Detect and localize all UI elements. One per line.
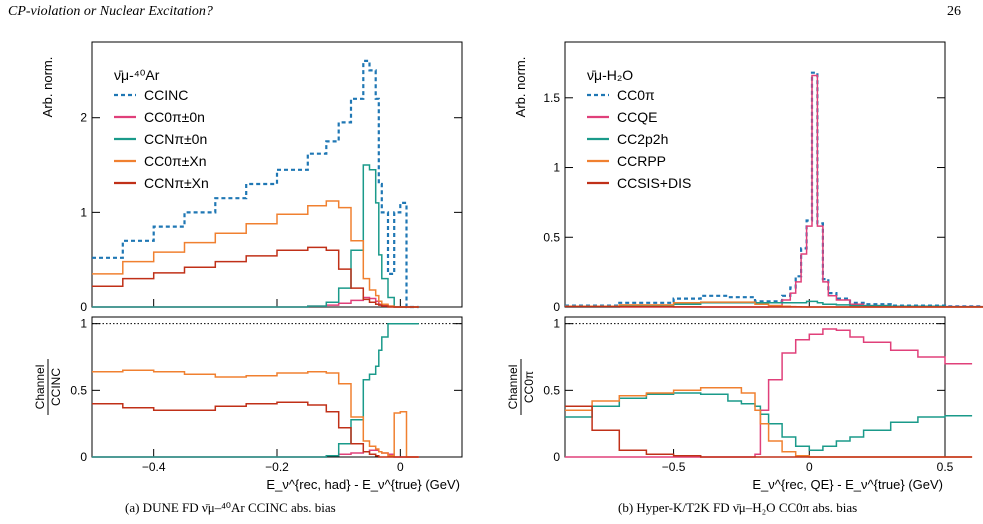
legend-entry-label: CC0π (617, 87, 655, 103)
y-axis-label-numerator: Channel (506, 365, 520, 410)
y-axis-label: Channel CCINC (33, 359, 63, 415)
series-line-ccn-xn (92, 246, 419, 308)
series-line-cc0-xn (92, 369, 419, 458)
y-tick-label: 2 (80, 111, 87, 125)
y-axis-label-denominator: CC0π (522, 371, 536, 403)
series-line-ccsis-dis (565, 405, 973, 458)
y-axis-label: Channel CC0π (506, 359, 536, 415)
y-tick-label: 1 (553, 317, 560, 331)
x-tick-label: −0.2 (265, 460, 289, 474)
y-tick-label: 1 (553, 161, 560, 175)
y-axis-label: Arb. norm. (513, 57, 528, 118)
legend-title: ν̄μ-H₂O (587, 67, 633, 83)
series-line-ccn-xn (92, 401, 419, 458)
x-tick-label: −0.5 (662, 460, 686, 474)
panel-right-top: 0 0.5 1 1.5 Arb. norm. ν̄μ-H₂O CC0π CCQE CC2p2h C… (513, 41, 983, 314)
y-tick-label: 0 (553, 450, 560, 464)
x-tick-label: −0.4 (142, 460, 166, 474)
y-tick-label: 1 (80, 317, 87, 331)
caption-b: (b) Hyper-K/T2K FD ν̄μ–H₂O CC0π abs. bia… (618, 500, 858, 515)
y-axis-label-numerator: Channel (33, 365, 47, 410)
legend-entry-label: CCNπ±Xn (144, 175, 209, 191)
y-tick-label: 0 (553, 300, 560, 314)
y-tick-label: 1 (80, 205, 87, 219)
legend-title: ν̄μ-⁴⁰Ar (114, 67, 160, 83)
x-tick-label: 0 (806, 460, 813, 474)
legend-entry-label: CCNπ±0n (144, 131, 207, 147)
legend: ν̄μ-H₂O CC0π CCQE CC2p2h CCRPP CCSIS+DIS (587, 67, 691, 191)
y-tick-label: 0 (80, 450, 87, 464)
caption-a: (a) DUNE FD ν̄μ–⁴⁰Ar CCINC abs. bias (125, 500, 336, 515)
legend-entry-label: CCQE (617, 109, 657, 125)
plot-frame (564, 316, 946, 458)
x-tick-label: 0 (397, 460, 404, 474)
series-line-ccn-0n (92, 164, 419, 308)
legend-entry-label: CC0π±0n (144, 109, 205, 125)
series-line-ccn-0n (92, 322, 419, 458)
series-line-cc0-xn (92, 200, 419, 308)
legend-entry-label: CC0π±Xn (144, 153, 206, 169)
series-line-cc2p2h (565, 392, 973, 452)
y-tick-label: 0.5 (543, 383, 560, 397)
y-tick-label: 0.5 (70, 383, 87, 397)
series-line-ccinc (92, 59, 419, 309)
x-axis-label: E_ν^{rec, had} - E_ν^{true} (GeV) (266, 477, 460, 492)
legend-entry-label: CCSIS+DIS (617, 175, 691, 191)
x-tick-label: 0.5 (937, 460, 954, 474)
legend: ν̄μ-⁴⁰Ar CCINC CC0π±0n CCNπ±0n CC0π±Xn CCNπ±X… (114, 67, 209, 191)
panel-right-bottom: 0 0.5 1 −0.5 0 0.5 Channel CC0π E_ν^{rec, QE} - … (506, 316, 973, 492)
y-tick-label: 0 (80, 300, 87, 314)
series-line-cc2p2h (565, 300, 983, 308)
legend-entry-label: CCINC (144, 87, 188, 103)
legend-entry-label: CCRPP (617, 153, 666, 169)
x-axis-label: E_ν^{rec, QE} - E_ν^{true} (GeV) (752, 477, 943, 492)
y-tick-label: 0.5 (543, 230, 560, 244)
y-tick-label: 1.5 (543, 91, 560, 105)
panel-left-bottom: 0 0.5 1 −0.4 −0.2 0 Channel CCINC E_ν^{rec, had}… (33, 316, 463, 492)
y-axis-label-denominator: CCINC (49, 368, 63, 406)
panel-left-top: 0 1 2 Arb. norm. ν̄μ-⁴⁰Ar CCINC CC0π±0n CCNπ±0n… (40, 41, 463, 314)
running-header-title: CP-violation or Nuclear Excitation? (8, 4, 213, 19)
legend-entry-label: CC2p2h (617, 131, 668, 147)
y-axis-label: Arb. norm. (40, 57, 55, 118)
page-number: 26 (947, 4, 961, 19)
